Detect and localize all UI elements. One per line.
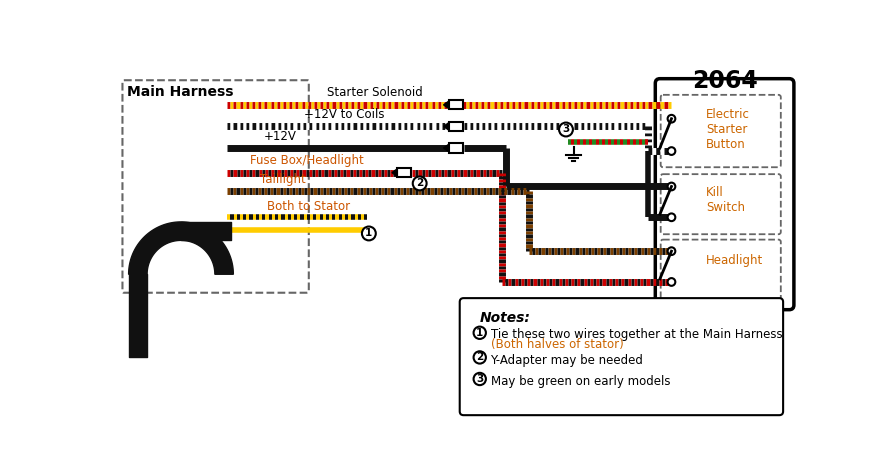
Circle shape (473, 373, 486, 385)
Bar (397, 168, 411, 177)
Bar (449, 100, 463, 109)
Polygon shape (443, 101, 449, 109)
Text: Starter Solenoid: Starter Solenoid (327, 86, 423, 99)
Circle shape (473, 327, 486, 339)
Text: 1: 1 (476, 328, 483, 338)
Text: 2: 2 (416, 178, 424, 188)
Text: 1: 1 (365, 228, 372, 238)
Polygon shape (443, 123, 449, 130)
Text: Both to Stator: Both to Stator (267, 199, 351, 213)
Circle shape (668, 147, 675, 155)
Text: Electric
Starter
Button: Electric Starter Button (706, 108, 750, 151)
Polygon shape (392, 169, 397, 177)
Text: 3: 3 (562, 125, 569, 135)
Text: Tie these two wires together at the Main Harness: Tie these two wires together at the Main… (490, 328, 782, 341)
Text: Fuse Box/Headlight: Fuse Box/Headlight (250, 154, 364, 167)
Bar (449, 143, 463, 153)
Text: +12V: +12V (264, 129, 297, 143)
Bar (449, 122, 463, 131)
Text: +12V to Coils: +12V to Coils (305, 108, 385, 121)
Circle shape (668, 278, 675, 286)
Circle shape (473, 351, 486, 364)
Circle shape (668, 115, 675, 123)
Circle shape (668, 213, 675, 221)
Circle shape (413, 177, 426, 190)
Text: 2: 2 (476, 352, 483, 362)
Circle shape (362, 227, 376, 240)
Text: May be green on early models: May be green on early models (490, 375, 670, 388)
Text: Kill
Switch: Kill Switch (706, 187, 745, 215)
Text: Notes:: Notes: (480, 311, 531, 325)
FancyBboxPatch shape (460, 298, 783, 415)
Text: Taillight: Taillight (259, 173, 305, 186)
Text: (Both halves of stator): (Both halves of stator) (490, 338, 623, 351)
Polygon shape (129, 222, 234, 274)
Circle shape (668, 183, 675, 190)
Text: 2064: 2064 (693, 69, 758, 93)
Circle shape (559, 123, 573, 137)
Text: 3: 3 (476, 374, 483, 384)
Text: Y-Adapter may be needed: Y-Adapter may be needed (490, 354, 644, 367)
Circle shape (668, 248, 675, 255)
Text: Headlight: Headlight (706, 254, 764, 267)
Polygon shape (443, 144, 449, 152)
Text: Main Harness: Main Harness (127, 85, 234, 99)
